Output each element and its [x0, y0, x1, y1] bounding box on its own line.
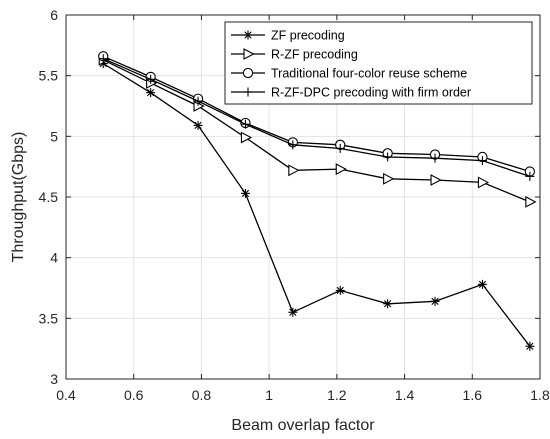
data-point-triangle: [477, 176, 490, 189]
data-point-triangle: [288, 164, 300, 177]
legend-entry: R-ZF-DPC precoding with firm order: [231, 86, 471, 100]
data-point-triangle: [243, 48, 255, 60]
data-point-plus: [430, 153, 440, 163]
y-tick-label: 5: [50, 128, 58, 144]
y-tick-label: 6: [50, 7, 58, 23]
legend-entry: R-ZF precoding: [231, 48, 358, 62]
data-point-asterisk: [288, 307, 298, 317]
data-point-plus: [240, 119, 250, 129]
x-tick-label: 0.8: [192, 387, 212, 403]
data-point-asterisk: [430, 296, 440, 306]
legend-entry: Traditional four-color reuse scheme: [231, 67, 467, 81]
data-point-asterisk: [146, 88, 156, 98]
data-point-plus: [525, 171, 535, 181]
x-tick-label: 1.8: [530, 387, 550, 403]
x-axis-label: Beam overlap factor: [231, 417, 375, 434]
y-tick-label: 3.5: [39, 310, 59, 326]
data-point-circle: [242, 67, 254, 79]
data-point-plus: [146, 74, 156, 84]
data-point-asterisk: [477, 279, 487, 289]
y-axis-label: Throughput(Gbps): [10, 132, 27, 263]
x-tick-label: 1.6: [463, 387, 483, 403]
y-tick-label: 4: [50, 250, 58, 266]
data-point-triangle: [525, 195, 537, 208]
y-tick-label: 5.5: [39, 68, 59, 84]
legend-entry: ZF precoding: [231, 29, 345, 43]
series-layer: [98, 51, 537, 351]
data-point-asterisk: [525, 341, 535, 351]
data-point-asterisk: [383, 299, 393, 309]
data-point-triangle: [430, 174, 442, 186]
x-tick-label: 0.4: [56, 387, 76, 403]
legend-box: [224, 21, 533, 105]
series-line: [102, 59, 531, 203]
data-point-triangle: [240, 131, 253, 144]
legend-label: R-ZF precoding: [271, 48, 358, 62]
data-point-triangle: [335, 163, 347, 176]
data-point-asterisk: [243, 30, 253, 40]
legend-label: ZF precoding: [271, 29, 345, 43]
data-point-plus: [288, 140, 298, 150]
ticks: [65, 14, 541, 380]
data-point-asterisk: [335, 285, 345, 295]
series-line: [102, 62, 531, 347]
data-point-plus: [383, 152, 393, 162]
legend-label: Traditional four-color reuse scheme: [271, 67, 467, 81]
series-line: [102, 55, 530, 173]
data-point-plus: [335, 143, 345, 153]
series-line: [102, 58, 531, 178]
y-tick-label: 3: [50, 371, 58, 387]
data-point-plus: [477, 156, 487, 166]
legend-label: R-ZF-DPC precoding with firm order: [271, 86, 471, 100]
data-point-plus: [243, 87, 253, 97]
data-point-asterisk: [193, 120, 203, 130]
x-tick-label: 1.2: [327, 387, 347, 403]
x-tick-label: 1: [265, 387, 273, 403]
x-tick-label: 1.4: [395, 387, 415, 403]
x-tick-label: 0.6: [124, 387, 144, 403]
data-point-triangle: [383, 172, 395, 185]
legend: ZF precoding R-ZF precoding Traditional fo…: [224, 21, 533, 105]
series-4: [98, 54, 535, 181]
y-tick-label: 4.5: [39, 189, 59, 205]
data-point-plus: [193, 96, 203, 106]
tick-labels: 0.4 0.6 0.8 1 1.2 1.4 1.6 1.8 3 3.5 4 4.5 5 5.5 6: [39, 7, 550, 403]
data-point-plus: [98, 54, 108, 64]
data-point-asterisk: [240, 188, 250, 198]
